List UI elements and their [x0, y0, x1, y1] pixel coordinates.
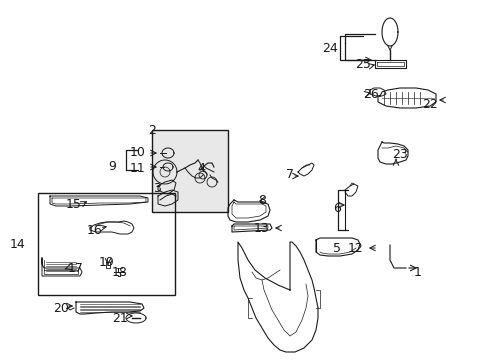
Text: 9: 9	[108, 159, 116, 172]
Text: 22: 22	[421, 99, 437, 112]
Text: 20: 20	[53, 302, 69, 315]
Bar	[38, 193, 175, 295]
Text: 13: 13	[254, 221, 269, 234]
Text: 18: 18	[112, 266, 128, 279]
Text: 19: 19	[99, 256, 115, 270]
Text: 26: 26	[363, 89, 378, 102]
Text: 8: 8	[258, 194, 265, 207]
Bar	[152, 130, 227, 212]
Text: 4: 4	[197, 162, 204, 175]
Text: 24: 24	[322, 41, 337, 54]
Text: 1: 1	[413, 266, 421, 279]
Text: 5: 5	[332, 242, 340, 255]
Text: 25: 25	[354, 58, 370, 72]
Text: 23: 23	[391, 148, 407, 162]
Text: 14: 14	[10, 238, 26, 252]
Text: 16: 16	[87, 224, 102, 237]
Text: 10: 10	[130, 145, 145, 158]
Text: 11: 11	[130, 162, 145, 175]
Text: 21: 21	[112, 311, 128, 324]
Text: 3: 3	[153, 181, 161, 194]
Text: 7: 7	[285, 168, 293, 181]
Text: 15: 15	[66, 198, 82, 211]
Text: 2: 2	[148, 123, 156, 136]
Text: 12: 12	[347, 242, 363, 255]
Text: 17: 17	[68, 261, 84, 274]
Text: 6: 6	[332, 202, 340, 215]
